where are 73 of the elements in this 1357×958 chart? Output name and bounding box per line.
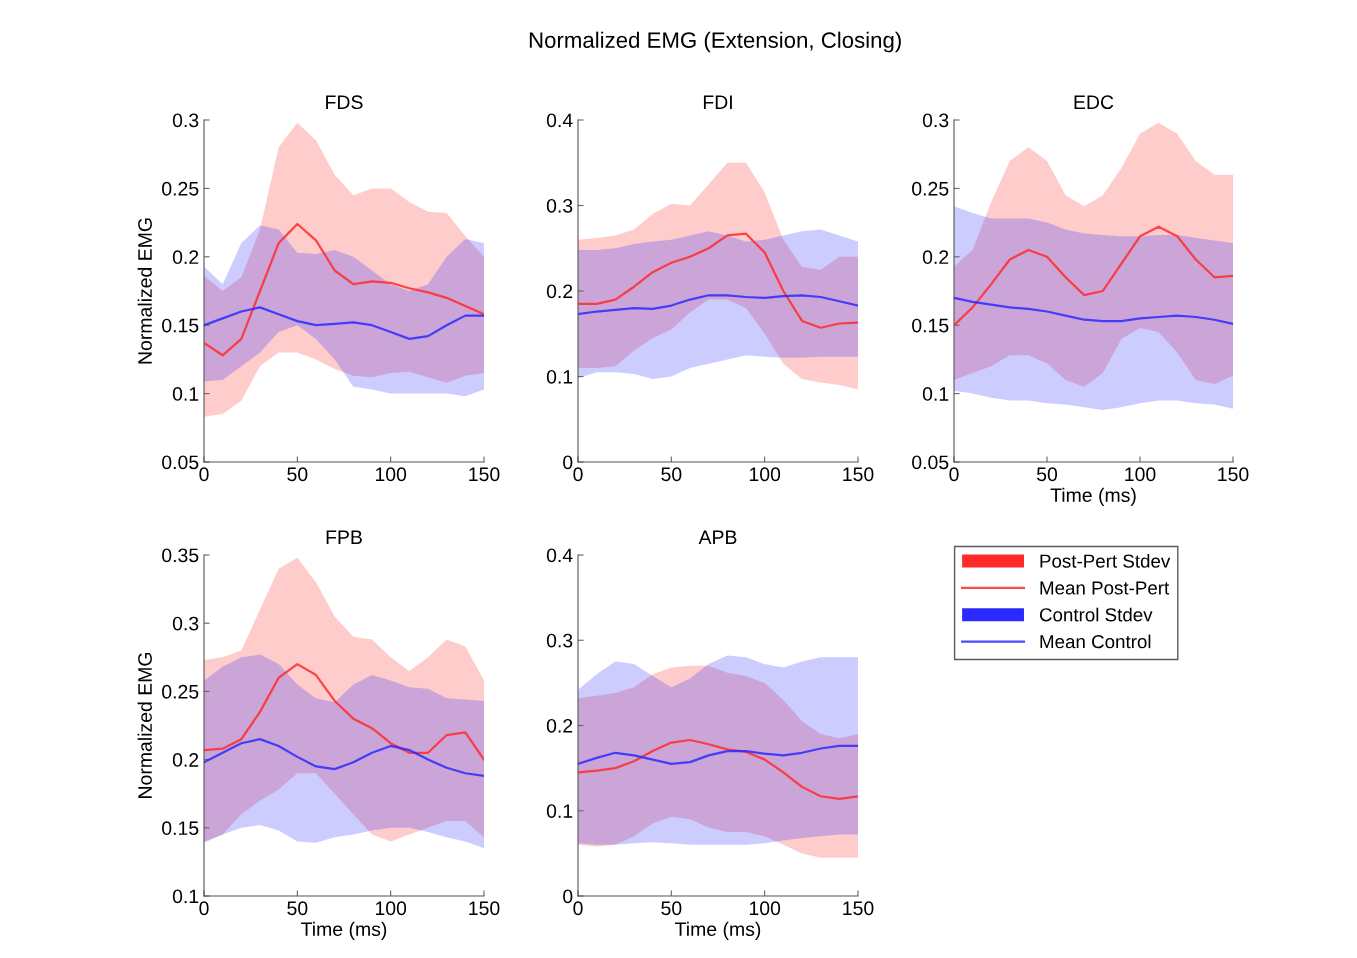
line-series [204,738,484,778]
chart-title: FDS [326,95,363,110]
x-tick-label: 50 [661,467,682,482]
x-axis-title: Time (ms) [1050,487,1136,506]
y-tick-label: 0.1 [546,804,573,818]
x-axis-title: Time (ms) [675,921,761,940]
y-tick-label: 0.1 [922,387,949,401]
x-tick-label: 50 [661,901,682,916]
text: Normalized EMG (Extension, Closing) [529,31,901,53]
y-tick-label: 0.15 [912,318,949,333]
y-tick-label: 0.4 [546,548,573,563]
y-tick-label: 0.3 [172,113,199,128]
x-tick-label: 100 [375,467,407,482]
y-tick-label: 0.25 [912,181,949,196]
y-tick-label: 0.4 [546,113,573,128]
chart-title: FPB [326,530,362,544]
x-tick-label: 0 [573,467,583,482]
line-series [578,744,858,765]
y-tick-label: 0.05 [912,455,949,470]
y-tick-label: 0.25 [162,684,199,699]
y-tick-label: 0.2 [922,250,949,265]
x-tick-label: 150 [469,901,500,916]
x-tick-label: 100 [375,901,407,916]
y-tick-label: 0.1 [546,369,573,384]
y-axis-title: Normalized EMG [137,218,152,364]
y-tick-label: 0.05 [162,455,199,470]
y-tick-label: 0.2 [546,718,573,733]
x-tick-label: 50 [1036,467,1058,482]
x-tick-label: 100 [749,901,781,916]
text: Post-Pert Stdev [1040,553,1171,568]
x-tick-label: 50 [287,901,308,916]
y-tick-label: 0.2 [546,284,573,299]
x-tick-label: 0 [199,467,209,482]
chart-title: APB [698,530,737,544]
y-tick-label: 0 [563,455,573,470]
y-tick-label: 0.1 [172,889,199,904]
line-series [954,296,1233,325]
y-tick-label: 0.3 [172,616,199,631]
y-tick-label: 0.1 [172,387,199,401]
y-tick-label: 0.2 [172,753,199,767]
chart-title: FDI [703,95,732,109]
x-tick-label: 0 [199,901,209,916]
line-series [578,232,858,329]
text: Control Stdev [1039,607,1153,622]
y-axis-title: Normalized EMG [137,652,152,798]
y-tick-label: 0.15 [162,318,199,333]
x-axis-title: Time (ms) [301,921,387,940]
y-tick-label: 0 [563,889,573,904]
y-tick-label: 0.15 [162,821,199,836]
x-tick-label: 150 [843,467,874,482]
y-tick-label: 0.25 [162,181,199,196]
legend-label: Mean Post-Pert [1040,581,1170,595]
x-tick-label: 50 [287,467,308,482]
x-tick-label: 150 [843,901,874,916]
line-series [954,225,1233,327]
line-series [204,663,484,761]
line-series [204,306,484,340]
y-tick-label: 0.3 [546,198,573,213]
line-series [578,294,858,316]
x-tick-label: 100 [749,467,781,482]
x-tick-label: 150 [469,467,500,482]
x-tick-label: 100 [1125,467,1156,482]
x-tick-label: 0 [949,467,959,482]
y-tick-label: 0.35 [162,548,199,563]
legend-label: Mean Control [1040,634,1151,649]
x-tick-label: 0 [573,901,583,916]
y-tick-label: 0.3 [922,113,949,128]
line-series [578,738,858,800]
y-tick-label: 0.2 [172,250,199,265]
x-tick-label: 150 [1218,467,1249,482]
chart-title: EDC [1074,95,1114,110]
y-tick-label: 0.3 [546,633,573,648]
line-series [204,222,484,357]
